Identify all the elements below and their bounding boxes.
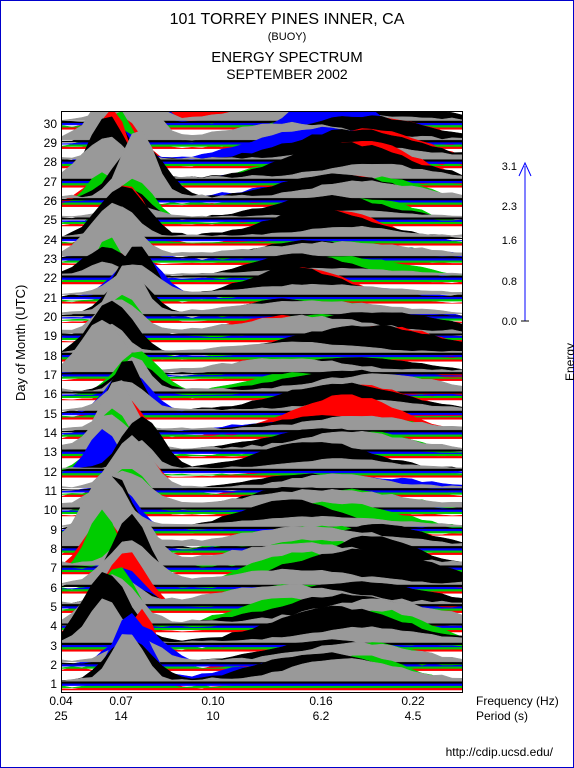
y-tick-label: 7 — [41, 561, 57, 575]
spectrum-trace — [62, 112, 462, 692]
legend-tick: 0.0 — [493, 316, 517, 328]
y-tick-label: 25 — [41, 213, 57, 227]
y-tick-label: 5 — [41, 600, 57, 614]
x-tick-period: 10 — [206, 709, 219, 723]
x-tick-freq: 0.22 — [401, 694, 424, 708]
chart-container: 101 TORREY PINES INNER, CA (BUOY) ENERGY… — [0, 0, 574, 768]
plot-area — [61, 111, 463, 693]
y-tick-label: 8 — [41, 542, 57, 556]
y-tick-label: 19 — [41, 329, 57, 343]
chart-title: ENERGY SPECTRUM — [1, 49, 573, 66]
x-tick-freq: 0.10 — [201, 694, 224, 708]
y-tick-label: 1 — [41, 677, 57, 691]
x-axis-label-freq: Frequency (Hz) — [476, 694, 559, 708]
x-tick-period: 6.2 — [313, 709, 330, 723]
y-tick-label: 23 — [41, 252, 57, 266]
x-tick-freq: 0.07 — [109, 694, 132, 708]
y-axis-label: Day of Month (UTC) — [13, 285, 28, 401]
legend-tick: 0.8 — [493, 276, 517, 288]
y-tick-label: 10 — [41, 503, 57, 517]
legend: 3.12.31.60.80.0 Energy Density (m^2/Hz) — [493, 161, 553, 331]
y-tick-label: 30 — [41, 117, 57, 131]
legend-label: Energy Density (m^2/Hz) — [563, 311, 574, 381]
x-tick-period: 25 — [54, 709, 67, 723]
y-tick-label: 6 — [41, 581, 57, 595]
subtitle: (BUOY) — [1, 31, 573, 43]
y-tick-label: 26 — [41, 194, 57, 208]
x-tick-freq: 0.04 — [49, 694, 72, 708]
y-tick-label: 11 — [41, 484, 57, 498]
y-tick-label: 9 — [41, 523, 57, 537]
y-tick-label: 12 — [41, 465, 57, 479]
main-title: 101 TORREY PINES INNER, CA — [1, 11, 573, 29]
y-tick-label: 22 — [41, 271, 57, 285]
y-tick-label: 21 — [41, 291, 57, 305]
y-tick-label: 15 — [41, 407, 57, 421]
date-label: SEPTEMBER 2002 — [1, 66, 573, 82]
y-tick-label: 24 — [41, 233, 57, 247]
y-tick-label: 16 — [41, 387, 57, 401]
x-tick-period: 14 — [114, 709, 127, 723]
x-tick-period: 4.5 — [405, 709, 422, 723]
y-tick-label: 14 — [41, 426, 57, 440]
y-tick-label: 18 — [41, 349, 57, 363]
source-url: http://cdip.ucsd.edu/ — [446, 745, 553, 759]
legend-tick: 3.1 — [493, 161, 517, 173]
x-axis-label-period: Period (s) — [476, 709, 528, 723]
legend-tick: 2.3 — [493, 201, 517, 213]
y-tick-label: 29 — [41, 136, 57, 150]
y-tick-label: 28 — [41, 155, 57, 169]
legend-tick: 1.6 — [493, 235, 517, 247]
x-tick-freq: 0.16 — [309, 694, 332, 708]
y-tick-label: 17 — [41, 368, 57, 382]
y-tick-label: 4 — [41, 619, 57, 633]
title-block: 101 TORREY PINES INNER, CA (BUOY) ENERGY… — [1, 1, 573, 82]
y-tick-label: 27 — [41, 175, 57, 189]
y-tick-label: 20 — [41, 310, 57, 324]
y-tick-label: 13 — [41, 445, 57, 459]
y-tick-label: 2 — [41, 658, 57, 672]
y-tick-label: 3 — [41, 639, 57, 653]
